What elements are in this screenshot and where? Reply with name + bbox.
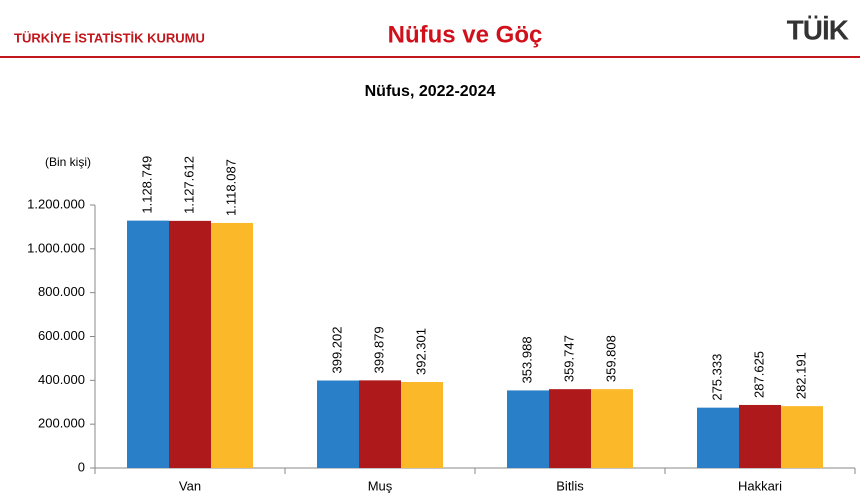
data-label: 399.202 <box>329 327 344 374</box>
org-name: TÜRKİYE İSTATİSTİK KURUMU <box>14 30 205 45</box>
data-label: 287.625 <box>751 351 766 398</box>
chart-title: Nüfus, 2022-2024 <box>365 83 496 100</box>
data-label: 359.747 <box>561 335 576 382</box>
data-label: 275.333 <box>709 354 724 401</box>
data-label: 353.988 <box>519 336 534 383</box>
y-tick-label: 600.000 <box>38 328 85 343</box>
bar <box>359 380 401 468</box>
x-tick-label: Van <box>179 478 201 493</box>
data-label: 392.301 <box>413 328 428 375</box>
y-tick-label: 0 <box>78 459 85 474</box>
bar <box>697 407 739 468</box>
x-tick-label: Hakkari <box>738 478 782 493</box>
y-axis-label: (Bin kişi) <box>45 155 91 169</box>
bar <box>591 389 633 468</box>
bar <box>169 220 211 468</box>
logo: TÜİK <box>787 14 849 45</box>
bar <box>549 389 591 468</box>
data-label: 1.127.612 <box>181 156 196 214</box>
y-tick-label: 400.000 <box>38 372 85 387</box>
x-tick-label: Muş <box>368 478 393 493</box>
data-label: 1.118.087 <box>223 159 238 216</box>
bar <box>127 220 169 468</box>
bar <box>781 406 823 468</box>
bar <box>507 390 549 468</box>
bar <box>401 382 443 468</box>
bar <box>317 380 359 468</box>
y-tick-label: 200.000 <box>38 416 85 431</box>
data-label: 399.879 <box>371 326 386 373</box>
bar <box>211 222 253 468</box>
section-title: Nüfus ve Göç <box>388 21 543 48</box>
y-tick-label: 1.000.000 <box>27 240 85 255</box>
data-label: 359.808 <box>603 335 618 382</box>
data-label: 282.191 <box>793 352 808 399</box>
y-tick-label: 1.200.000 <box>27 196 85 211</box>
y-tick-label: 800.000 <box>38 284 85 299</box>
data-label: 1.128.749 <box>139 156 154 214</box>
x-tick-label: Bitlis <box>556 478 584 493</box>
bar <box>739 404 781 468</box>
